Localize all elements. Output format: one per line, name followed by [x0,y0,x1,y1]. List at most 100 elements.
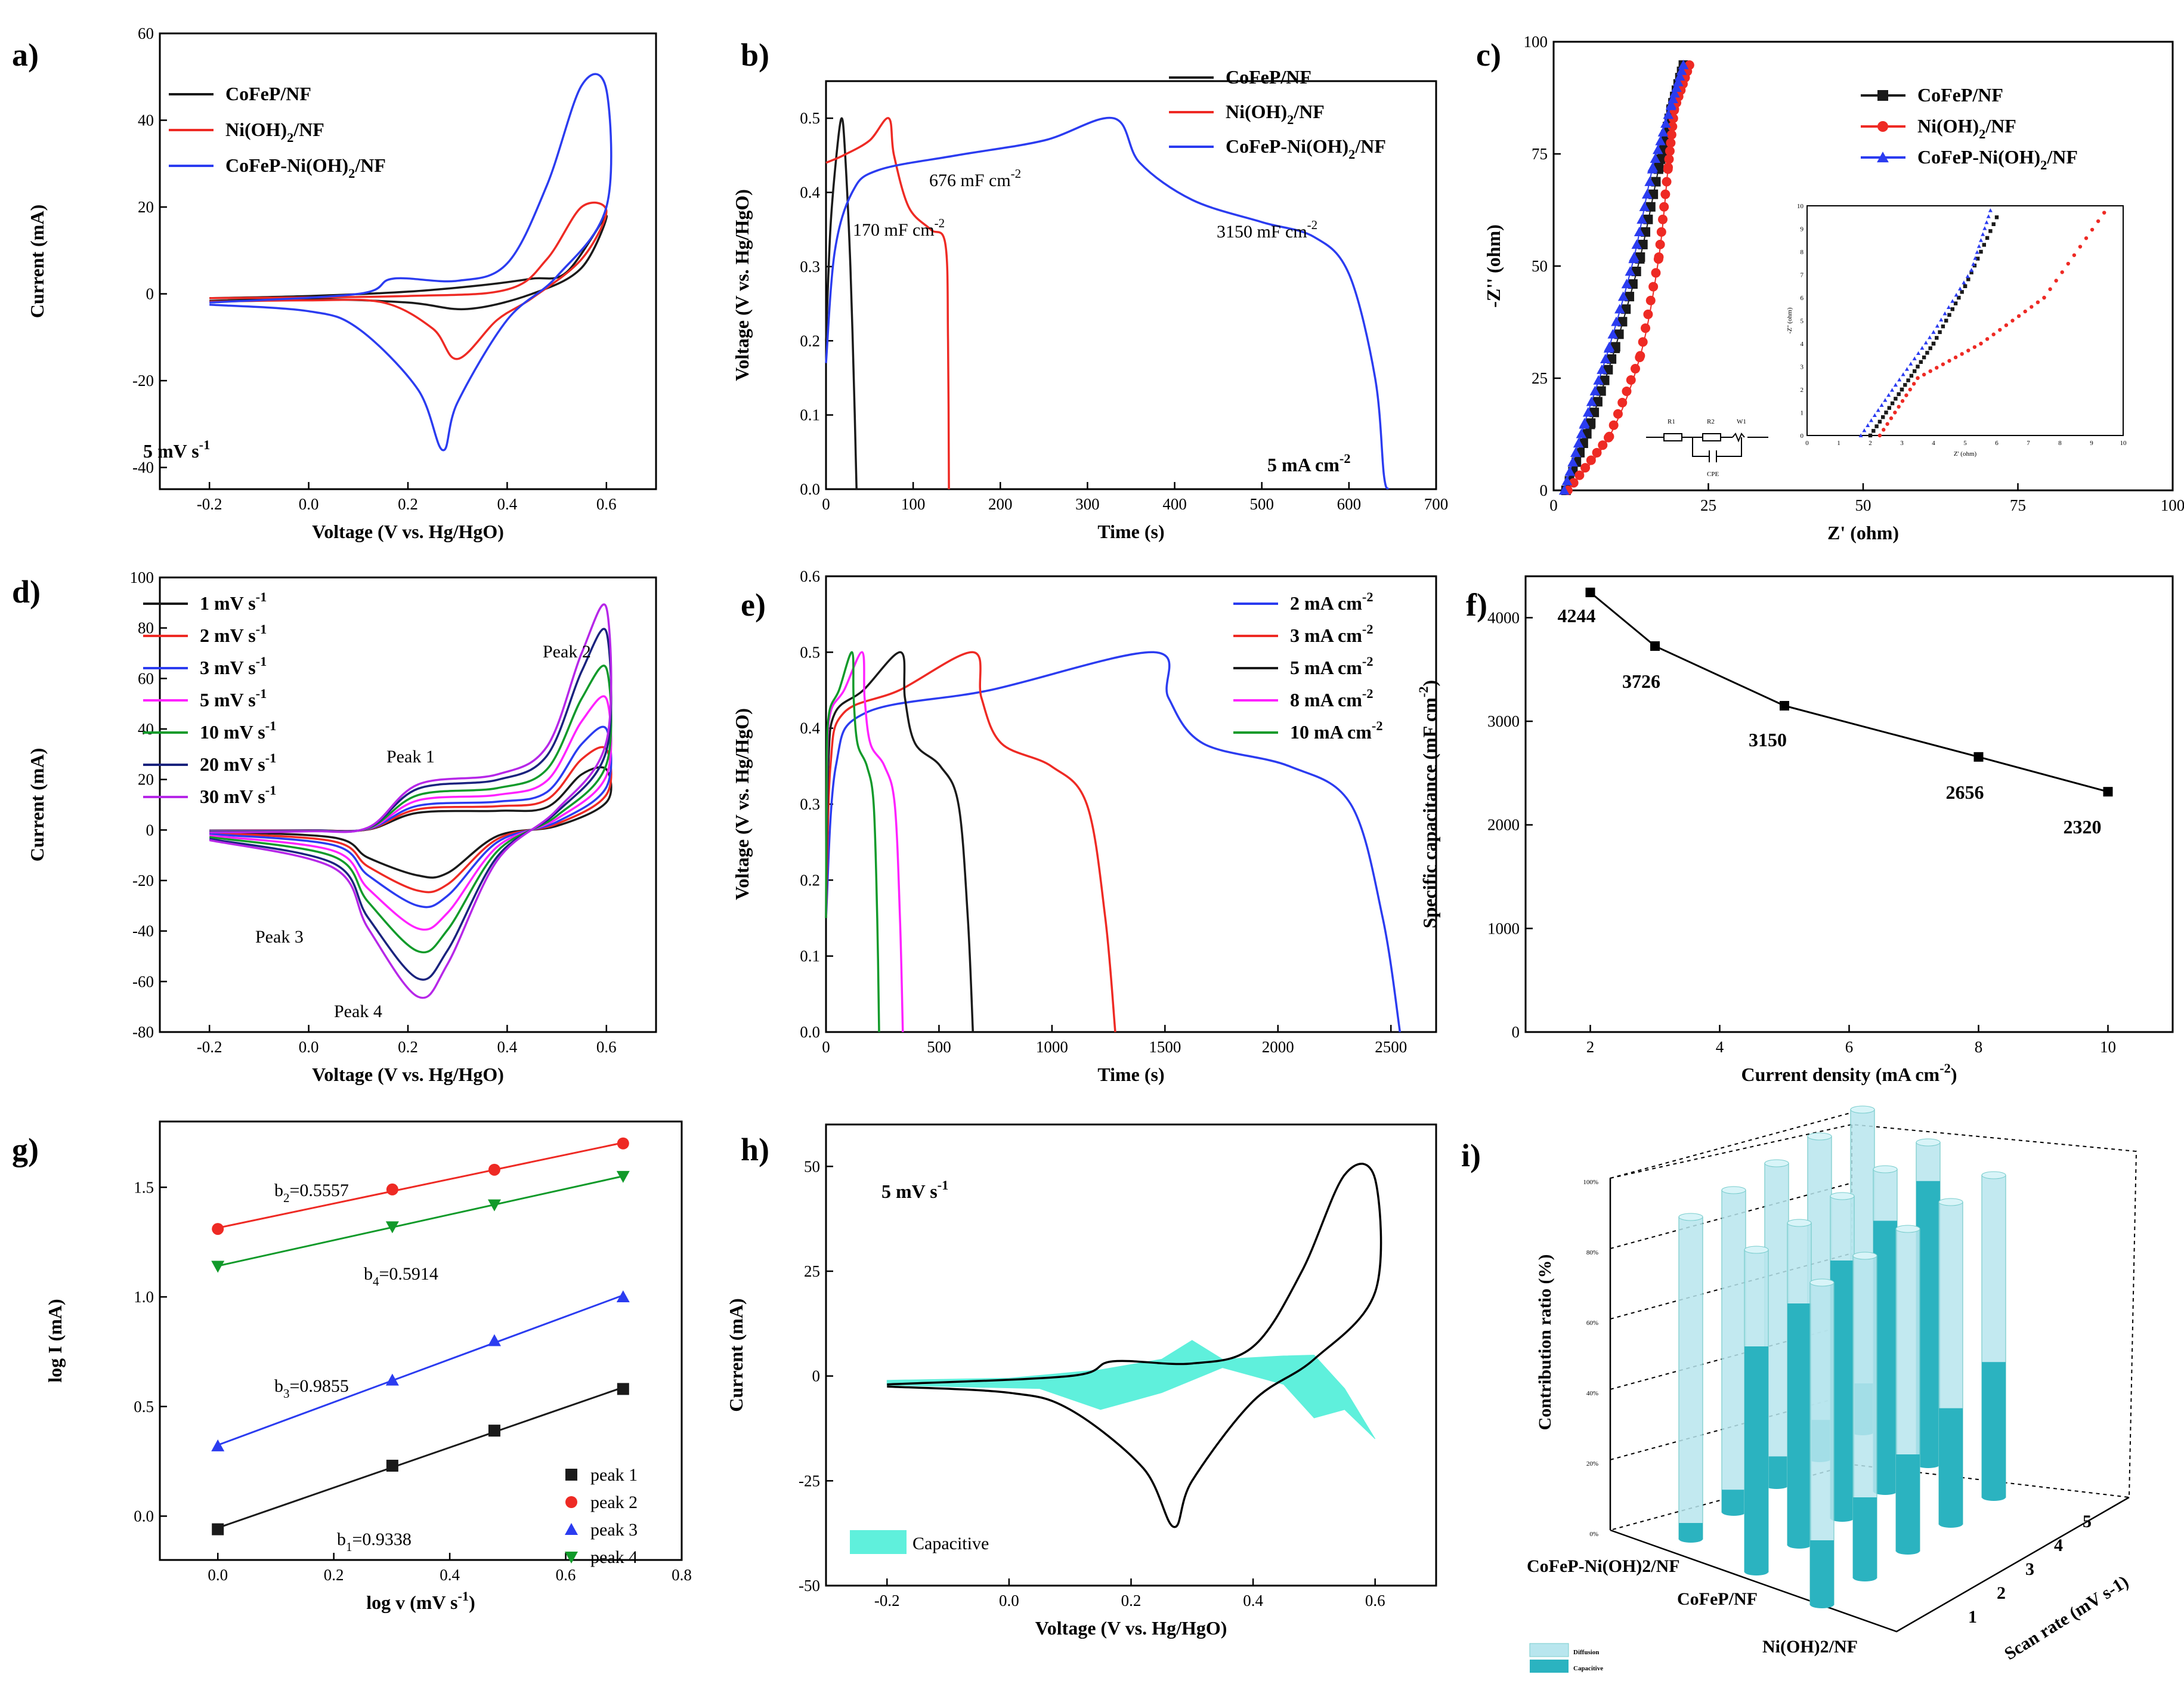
inset-marker [1946,305,1951,310]
x-tick-label: 6 [1845,1038,1854,1056]
text-span: 10 [1290,721,1309,743]
capacitance-point [1973,752,1984,762]
text-span: (OH) [1936,115,1979,137]
x-tick-label: 0.6 [556,1566,576,1584]
nyquist-marker [1657,214,1668,224]
text-span: mF cm [880,220,935,240]
y-axis-label: Voltage (V vs. Hg/HgO) [731,708,753,900]
y-tick-label: 0 [1540,481,1548,499]
inset-marker [1998,328,2002,332]
inset-x-tick: 8 [2058,440,2062,447]
nyquist-marker [1638,337,1648,347]
y-tick-label: -50 [799,1577,820,1595]
gcd-curve [825,117,950,490]
y-tick-label: 25 [804,1262,820,1280]
panel-e: 0 500 1000 1500 2000 2500 0.0 0.1 0.2 0.3 0.4 0.5 0.… [731,567,1437,1085]
fit-line [217,1294,624,1446]
current-density-annotation: 5 mA cm-2 [1267,451,1351,475]
gcd-curve [825,117,858,490]
text-span: -2 [1011,166,1022,181]
legend-marker [1877,90,1888,101]
nyquist-marker [1611,316,1622,326]
legend-label: CoFeP-Ni(OH)2/NF [1226,135,1386,162]
scan-rate-tick: 3 [2025,1559,2034,1579]
x-tick-label: 1000 [1036,1038,1068,1056]
cylinder-base [1830,1515,1854,1522]
inset-marker [1957,295,1961,300]
x-axis-label: Voltage (V vs. Hg/HgO) [1035,1617,1227,1639]
x-tick-label: 0.0 [299,1038,319,1056]
nyquist-marker [1666,138,1676,148]
y-tick-label: 0.1 [800,947,820,965]
gcd-curve [825,651,1402,1033]
x-tick-label: 0.2 [398,1038,418,1056]
text-span: mV s [209,657,256,678]
x-tick-label: 0.0 [299,495,319,513]
cylinder-top [1850,1105,1875,1114]
scan-rate-tick: 4 [2054,1536,2063,1555]
nyquist-marker [1570,447,1581,458]
text-span: -1 [265,718,277,733]
panel-label: c) [1476,37,1501,73]
nyquist-marker [1607,329,1619,339]
inset-marker [1953,355,1958,360]
nyquist-marker [1593,375,1604,385]
inset-x-tick: 4 [1932,440,1935,447]
nyquist-marker [1654,252,1664,262]
inset-marker [2048,287,2052,291]
inset-marker [1928,346,1932,350]
fit-line [217,1386,624,1529]
gcd-curve [825,651,880,1033]
cylinder-top [1916,1138,1941,1147]
text-span: -1 [265,750,277,765]
x-tick-label: 8 [1975,1038,1983,1056]
legend-label: 30 mV s-1 [200,783,276,807]
nyquist-marker [1626,375,1636,385]
nyquist-marker [1634,227,1645,237]
z-tick-label: 0% [1589,1531,1598,1538]
inset-marker [1893,410,1897,415]
nyquist-marker [1641,189,1653,199]
inset-marker [1960,290,1964,294]
text-span: 2 [1287,112,1294,127]
nyquist-marker [1629,252,1639,262]
nyquist-marker [1564,466,1576,476]
y-tick-label: 0.3 [800,795,820,813]
nyquist-marker [1648,282,1659,292]
y-axis-label: Current (mA) [26,748,48,861]
cylinder-base [1939,1521,1963,1528]
box-axes [1609,1178,2130,1633]
nyquist-marker [1597,364,1607,374]
legend-marker [565,1523,578,1535]
x-tick-label: 50 [1855,496,1871,514]
fit-line [217,1175,624,1267]
inset-y-tick: 1 [1801,410,1804,417]
legend-label: 1 mV s-1 [200,589,267,614]
x-tick-label: 0.2 [398,495,418,513]
inset-marker [2090,227,2095,232]
capacitance-value-label: 2320 [2064,816,2102,838]
capacitance-point [2103,787,2113,797]
text-span: 2 [1290,592,1300,614]
x-tick-label: 400 [1162,495,1187,513]
panel-label: b) [741,37,769,73]
inset-marker [1928,369,1932,373]
inset-marker [1908,362,1913,366]
inset-marker [2010,319,2015,323]
nyquist-marker [1660,189,1671,199]
panel-label: d) [12,574,41,610]
data-point [488,1163,500,1176]
inset-marker [1972,345,1977,349]
text-span: CoFeP-Ni [225,155,306,176]
legend-swatch-diffusion [1529,1643,1569,1657]
cylinder-top [1938,1198,1963,1206]
x-tick-label: -0.2 [874,1592,900,1609]
inset-marker [1947,359,1951,363]
inset-frame [1806,205,2124,436]
nyquist-marker [1573,438,1584,448]
legend-label: Capacitive [912,1534,989,1553]
text-span: -2 [935,216,945,230]
x-tick-label: 200 [988,495,1013,513]
inset-marker [1985,337,1990,341]
nyquist-marker [1678,60,1689,70]
